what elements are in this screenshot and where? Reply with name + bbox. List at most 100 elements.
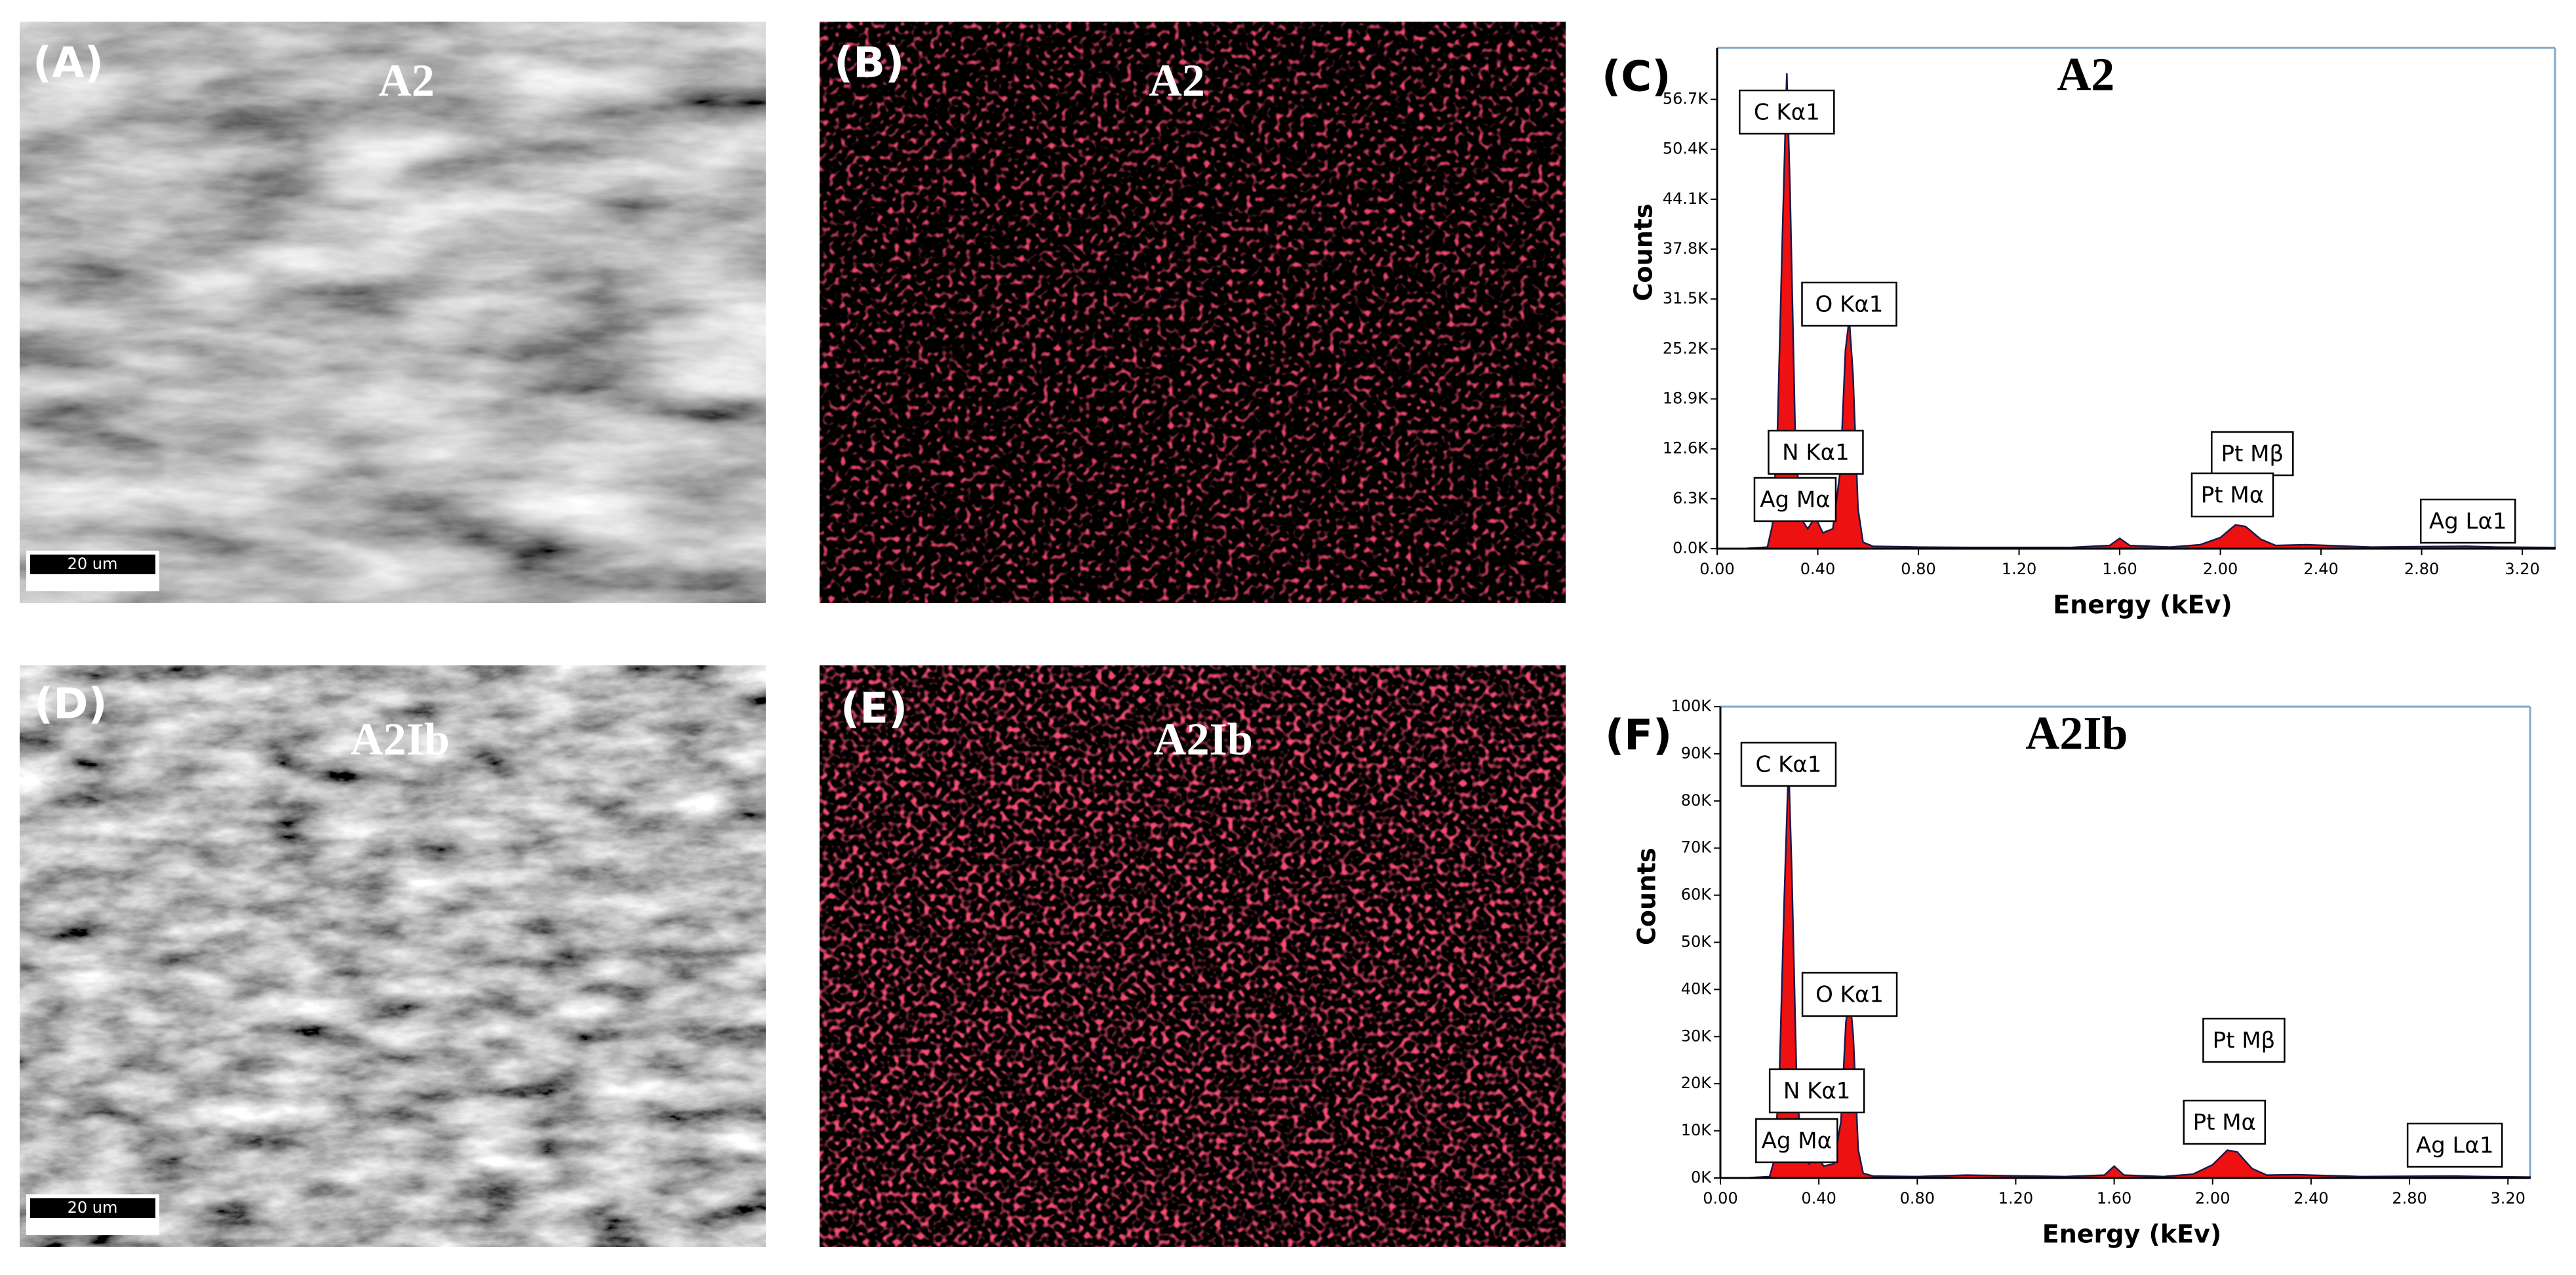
x-tick-label: 0.40 (1800, 560, 1835, 578)
x-tick-label: 1.60 (2097, 1189, 2131, 1207)
annotation-box (2183, 1099, 2267, 1145)
x-tick-label: 2.80 (2392, 1189, 2427, 1207)
y-tick-label: 80K (1681, 791, 1713, 810)
eds-map-dots (820, 22, 1566, 603)
panel-title: A2 (1149, 56, 1205, 106)
y-tick-label: 12.6K (1663, 439, 1709, 458)
y-tick-label: 20K (1681, 1074, 1713, 1092)
panel-d: (D) A2Ib 20 um (20, 665, 766, 1247)
annotation-box (2406, 1122, 2503, 1168)
y-tick-label: 70K (1681, 838, 1713, 857)
spectrum-area (1717, 73, 2556, 550)
scale-bar-label: 20 um (68, 555, 118, 573)
annotation: Pt Mα (2193, 1110, 2256, 1136)
eds-spectrum-chart: 0K 10K 20K 30K 40K 50K 60K 70K 80K 90K 100K 0.00 0.4… (1605, 697, 2531, 1249)
panel-title: A2 (378, 56, 435, 106)
annotation-box (1768, 1068, 1865, 1114)
annotation: N Kα1 (1783, 1078, 1851, 1105)
sem-texture (20, 665, 766, 1247)
x-tick-label: 2.00 (2195, 1189, 2230, 1207)
annotation-box (1801, 281, 1897, 327)
y-tick-label: 60K (1681, 886, 1713, 904)
chart-title: A2Ib (2025, 707, 2128, 760)
x-axis-title: Energy (kEv) (2053, 591, 2232, 619)
annotation-box (1801, 971, 1898, 1017)
panel-label: (A) (33, 39, 104, 88)
annotation-box (1739, 89, 1835, 135)
y-tick-label: 10K (1681, 1121, 1713, 1139)
chart-label: (C) (1602, 53, 1671, 102)
annotation-box (2202, 1017, 2286, 1063)
panel-e: (E) A2Ib (820, 665, 1566, 1247)
y-tick-label: 56.7K (1663, 90, 1709, 108)
x-tick-label: 0.00 (1703, 1189, 1737, 1207)
annotation: Pt Mα (2201, 482, 2264, 509)
y-tick-label: 30K (1681, 1027, 1713, 1045)
x-tick-label: 1.60 (2102, 560, 2137, 578)
x-axis-title: Energy (kEv) (2042, 1220, 2221, 1249)
panel-label: (E) (841, 685, 907, 734)
sem-texture (20, 22, 766, 603)
spectrum-area (1720, 763, 2531, 1179)
y-tick-label: 90K (1681, 744, 1713, 762)
eds-spectrum-chart: 0.0K 6.3K 12.6K 18.9K 25.2K 31.5K 37.8K 44.1K 50… (1602, 47, 2556, 619)
y-axis-title: Counts (1633, 848, 1661, 945)
annotation-box (1755, 1118, 1838, 1164)
x-tick-label: 2.40 (2293, 1189, 2328, 1207)
x-tick-label: 2.40 (2303, 560, 2338, 578)
annotation-box (2211, 431, 2294, 477)
annotation: Ag Lα1 (2416, 1133, 2494, 1159)
y-tick-label: 0.0K (1673, 539, 1709, 557)
annotation-box (1768, 429, 1864, 475)
annotation: O Kα1 (1815, 292, 1884, 318)
panel-label: (B) (834, 39, 904, 88)
x-tick-label: 0.80 (1901, 560, 1935, 578)
scale-bar-label: 20 um (68, 1198, 118, 1217)
annotation: N Kα1 (1782, 440, 1850, 466)
annotation: O Kα1 (1815, 982, 1884, 1008)
scale-bar-label-bg (30, 1198, 155, 1218)
x-tick-label: 0.00 (1699, 560, 1734, 578)
y-tick-label: 31.5K (1663, 289, 1709, 307)
y-tick-label: 100K (1671, 697, 1712, 715)
annotation: Ag Lα1 (2429, 509, 2507, 535)
chart-label: (F) (1605, 712, 1672, 760)
y-tick-label: 37.8K (1663, 239, 1709, 258)
annotation: Pt Mβ (2213, 1028, 2276, 1054)
x-tick-label: 0.40 (1801, 1189, 1836, 1207)
eds-map-dots (820, 665, 1566, 1247)
panel-a: (A) A2 20 um (20, 22, 766, 603)
annotation: Pt Mβ (2221, 441, 2284, 467)
annotation-box (1740, 741, 1837, 787)
y-tick-label: 0K (1691, 1168, 1712, 1187)
panel-b: (B) A2 (820, 22, 1566, 603)
y-tick-label: 18.9K (1663, 389, 1709, 408)
y-axis-title: Counts (1629, 204, 1658, 302)
annotation: Ag Mα (1762, 1128, 1832, 1154)
panel-label: (D) (34, 680, 108, 729)
panel-title: A2Ib (1153, 715, 1253, 765)
chart-title: A2 (2057, 49, 2114, 101)
x-tick-label: 3.20 (2505, 560, 2539, 578)
annotation: C Kα1 (1754, 100, 1820, 126)
panel-title: A2Ib (350, 715, 450, 765)
x-tick-label: 0.80 (1900, 1189, 1935, 1207)
y-tick-label: 25.2K (1663, 339, 1709, 357)
y-tick-label: 50.4K (1663, 140, 1709, 158)
annotation: Ag Mα (1760, 487, 1830, 513)
annotation-box (2419, 498, 2516, 544)
y-tick-label: 50K (1681, 933, 1713, 951)
x-tick-label: 3.20 (2490, 1189, 2525, 1207)
y-tick-label: 44.1K (1663, 189, 1709, 208)
annotation: C Kα1 (1756, 752, 1822, 778)
x-tick-label: 1.20 (2002, 560, 2036, 578)
y-tick-label: 6.3K (1673, 489, 1709, 507)
annotation-box (1753, 477, 1837, 522)
x-tick-label: 2.80 (2404, 560, 2439, 578)
y-tick-label: 40K (1681, 979, 1713, 998)
x-tick-label: 1.20 (1998, 1189, 2033, 1207)
scale-bar-label-bg (30, 555, 155, 574)
annotation-box (2190, 472, 2274, 518)
